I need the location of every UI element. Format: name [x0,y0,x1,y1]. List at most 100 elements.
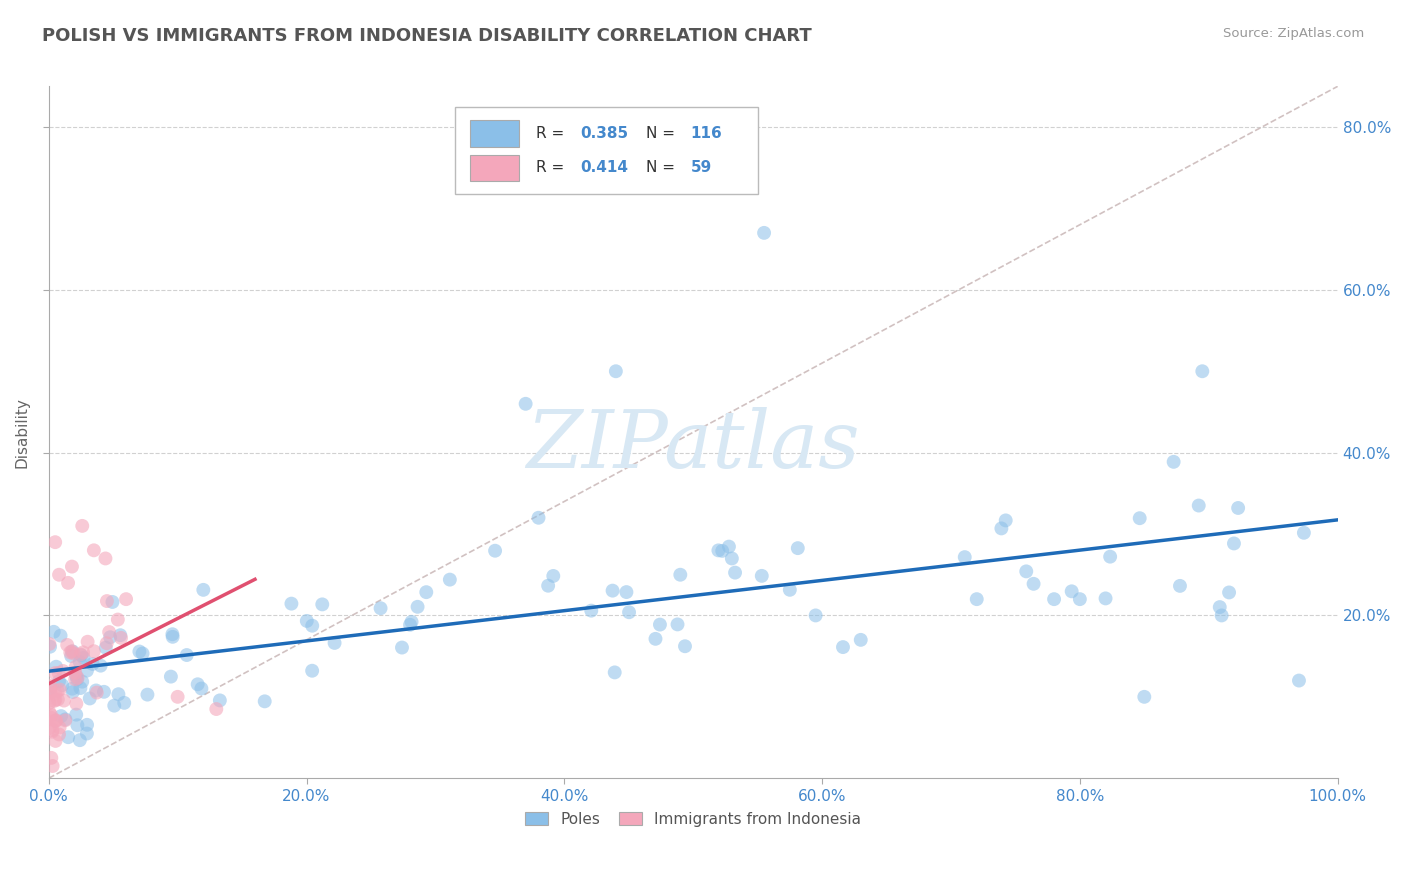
Point [63,673,86,687]
Point [79,691,101,706]
Point [48,567,70,582]
Point [45,659,67,673]
Point [39,681,62,695]
Point [166,690,188,704]
Bar [470,120,519,146]
Point [65,697,87,711]
Point [65,669,87,683]
Point [98,630,121,644]
Point [98,625,121,640]
Point [1163,455,1185,469]
Point [162,627,184,641]
Point [72,519,94,533]
Point [46,692,69,706]
Point [62,647,84,661]
Point [96,636,118,650]
Point [60,681,83,696]
Text: N =: N = [645,161,679,176]
Point [52,664,75,678]
Point [1094,591,1116,606]
Point [849,632,872,647]
Point [187,677,209,691]
Point [751,569,773,583]
Point [543,569,565,583]
Point [76,664,98,678]
Point [537,579,560,593]
Point [1209,600,1232,615]
Point [41,751,63,765]
Point [62,685,84,699]
Point [391,640,413,655]
Point [48,666,70,681]
Point [323,636,346,650]
Point [49,629,72,643]
Point [131,647,153,661]
Point [711,544,734,558]
Point [1043,592,1066,607]
Point [83,644,105,658]
Point [60,648,83,663]
Point [44,692,66,706]
Point [301,664,323,678]
Point [41,759,63,773]
Point [69,681,91,695]
Point [484,543,506,558]
Point [1211,608,1233,623]
Point [832,640,855,654]
Point [44,666,66,681]
Point [70,674,93,689]
Point [38,721,60,735]
Point [370,601,392,615]
Point [62,644,84,658]
Point [1133,690,1156,704]
Point [94,551,117,566]
Point [616,585,638,599]
Point [527,510,550,524]
Point [44,714,66,728]
Point [160,670,183,684]
Point [193,582,215,597]
Point [648,617,671,632]
Point [101,595,124,609]
Y-axis label: Disability: Disability [15,397,30,467]
Point [65,707,87,722]
Point [1292,525,1315,540]
Point [84,683,107,698]
Text: N =: N = [645,126,679,141]
Point [779,582,801,597]
Point [48,721,70,735]
Text: R =: R = [536,161,569,176]
Point [96,594,118,608]
Text: Source: ZipAtlas.com: Source: ZipAtlas.com [1223,27,1364,40]
Point [107,613,129,627]
Point [994,513,1017,527]
Point [669,567,692,582]
Point [39,640,62,654]
Point [602,583,624,598]
Point [966,592,988,607]
Point [280,597,302,611]
Point [93,685,115,699]
Point [190,681,212,696]
Point [176,648,198,662]
Point [786,541,808,556]
Point [82,657,104,671]
Point [103,698,125,713]
Point [673,639,696,653]
Point [83,543,105,558]
Point [76,718,98,732]
Point [69,655,91,669]
Point [65,660,87,674]
Point [66,673,89,687]
Point [110,631,132,645]
Point [86,685,108,699]
Point [41,723,63,737]
Point [44,734,66,748]
Point [707,543,730,558]
Point [55,712,77,726]
Point [110,628,132,642]
Point [72,645,94,659]
Point [1223,536,1246,550]
Point [136,688,159,702]
Point [990,521,1012,535]
